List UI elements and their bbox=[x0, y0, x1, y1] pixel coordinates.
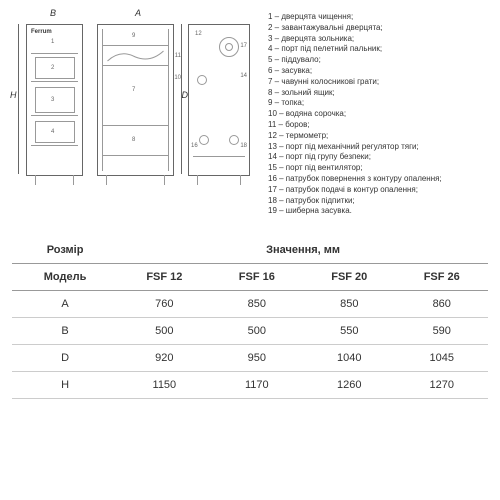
legend-list: 1 – дверцята чищення; 2 – завантажувальн… bbox=[262, 12, 488, 217]
legend-item: 4 – порт під пелетний пальник; bbox=[268, 44, 488, 55]
legend-item: 15 – порт під вентилятор; bbox=[268, 163, 488, 174]
table-model-col: FSF 20 bbox=[303, 264, 395, 291]
legend-item: 18 – патрубок підпитки; bbox=[268, 196, 488, 207]
legend-item: 16 – патрубок повернення з контуру опале… bbox=[268, 174, 488, 185]
table-row-label: H bbox=[12, 372, 118, 399]
table-row-label: B bbox=[12, 318, 118, 345]
legend-item: 13 – порт під механічний регулятор тяги; bbox=[268, 142, 488, 153]
table-row: A 760 850 850 860 bbox=[12, 291, 488, 318]
legend-item: 17 – патрубок подачі в контур опалення; bbox=[268, 185, 488, 196]
table-row-label: D bbox=[12, 345, 118, 372]
diagram-group: Ferrum 1 2 3 4 B H bbox=[12, 12, 254, 217]
legend-item: 8 – зольний ящик; bbox=[268, 88, 488, 99]
legend-item: 3 – дверцята зольника; bbox=[268, 34, 488, 45]
legend-item: 11 – боров; bbox=[268, 120, 488, 131]
table-model-col: FSF 12 bbox=[118, 264, 210, 291]
table-header-values: Значення, мм bbox=[118, 237, 488, 264]
table-model-col: FSF 26 bbox=[395, 264, 488, 291]
table-cell: 1040 bbox=[303, 345, 395, 372]
legend-item: 14 – порт під групу безпеки; bbox=[268, 152, 488, 163]
table-cell: 850 bbox=[303, 291, 395, 318]
diagram-side-view: 9 7 8 11 10 bbox=[97, 24, 174, 176]
legend-item: 9 – топка; bbox=[268, 98, 488, 109]
table-cell: 500 bbox=[211, 318, 303, 345]
dim-label-b: B bbox=[50, 8, 56, 18]
table-cell: 1260 bbox=[303, 372, 395, 399]
table-cell: 550 bbox=[303, 318, 395, 345]
table-cell: 850 bbox=[211, 291, 303, 318]
table-cell: 1045 bbox=[395, 345, 488, 372]
diagram-front-view: Ferrum 1 2 3 4 bbox=[26, 24, 83, 176]
legend-item: 7 – чавунні колосникові грати; bbox=[268, 77, 488, 88]
flame-path-icon bbox=[104, 47, 167, 63]
table-model-col: FSF 16 bbox=[211, 264, 303, 291]
table-cell: 950 bbox=[211, 345, 303, 372]
legend-item: 5 – піддувало; bbox=[268, 55, 488, 66]
table-cell: 760 bbox=[118, 291, 210, 318]
legend-item: 6 – засувка; bbox=[268, 66, 488, 77]
brand-label: Ferrum bbox=[31, 29, 52, 35]
table-row: B 500 500 550 590 bbox=[12, 318, 488, 345]
dim-label-h: H bbox=[10, 90, 17, 100]
legend-item: 19 – шиберна засувка. bbox=[268, 206, 488, 217]
dim-label-a: A bbox=[135, 8, 141, 18]
legend-item: 1 – дверцята чищення; bbox=[268, 12, 488, 23]
table-row: D 920 950 1040 1045 bbox=[12, 345, 488, 372]
legend-item: 12 – термометр; bbox=[268, 131, 488, 142]
table-cell: 1170 bbox=[211, 372, 303, 399]
legend-item: 2 – завантажувальні дверцята; bbox=[268, 23, 488, 34]
table-cell: 500 bbox=[118, 318, 210, 345]
dimensions-table: Розмір Значення, мм Модель FSF 12 FSF 16… bbox=[12, 237, 488, 399]
diagram-back-view: 12 17 14 16 18 bbox=[188, 24, 250, 176]
table-header-model: Модель bbox=[12, 264, 118, 291]
table-header-size: Розмір bbox=[12, 237, 118, 264]
table-cell: 1150 bbox=[118, 372, 210, 399]
table-row: H 1150 1170 1260 1270 bbox=[12, 372, 488, 399]
table-cell: 590 bbox=[395, 318, 488, 345]
table-cell: 1270 bbox=[395, 372, 488, 399]
table-cell: 920 bbox=[118, 345, 210, 372]
top-section: Ferrum 1 2 3 4 B H bbox=[12, 12, 488, 217]
legend-item: 10 – водяна сорочка; bbox=[268, 109, 488, 120]
table-row-label: A bbox=[12, 291, 118, 318]
table-cell: 860 bbox=[395, 291, 488, 318]
